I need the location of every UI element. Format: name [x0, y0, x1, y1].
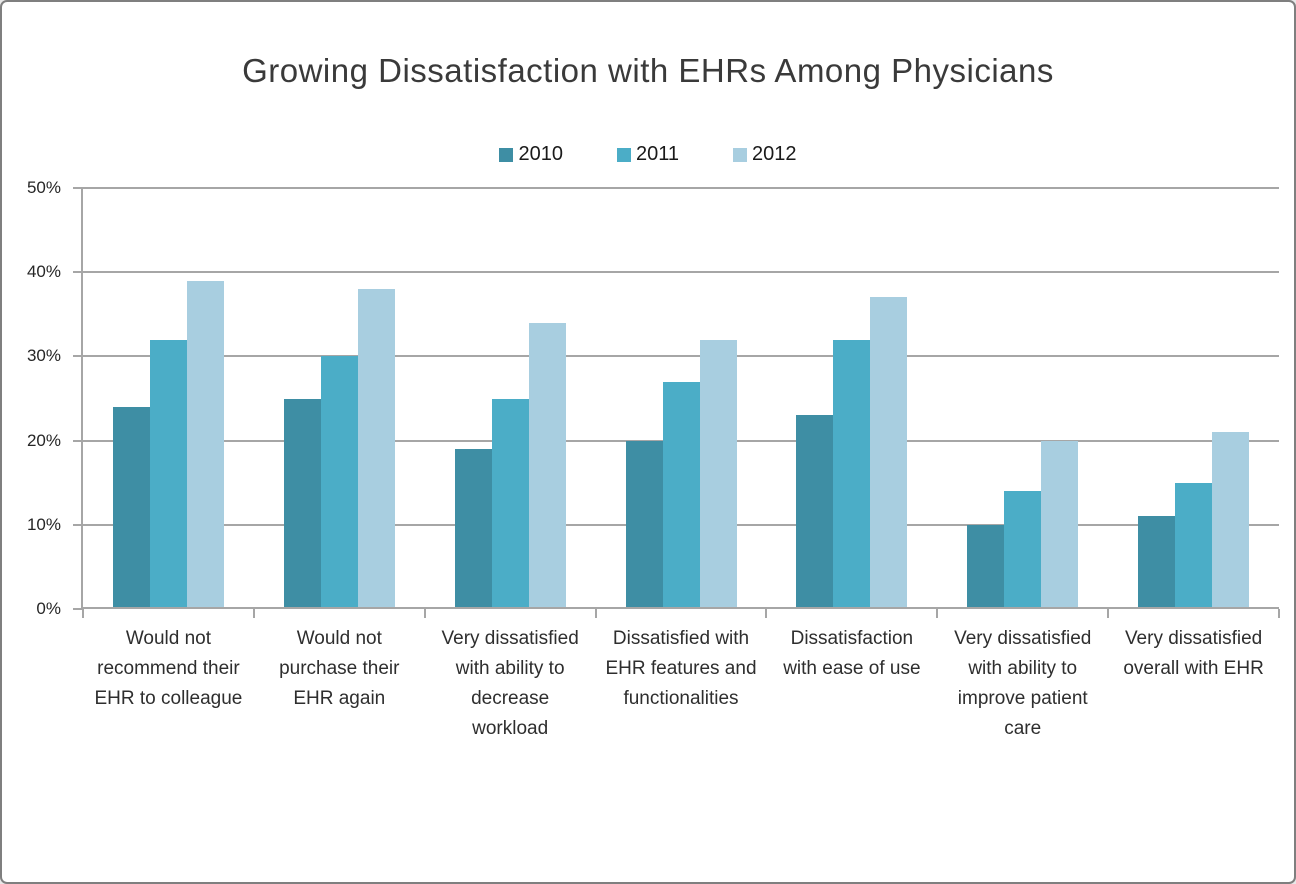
category-label: Very dissatisfied with ability to decrea… — [441, 628, 579, 739]
bar-2012 — [1041, 440, 1079, 609]
bar-2012 — [357, 289, 395, 609]
x-axis-tick — [765, 609, 768, 618]
chart-title: Growing Dissatisfaction with EHRs Among … — [242, 52, 1054, 89]
category-label: Would not recommend their EHR to colleag… — [94, 628, 243, 709]
bar-groups — [83, 188, 1279, 609]
y-axis-tick — [73, 523, 83, 526]
bar-2010 — [283, 398, 321, 609]
legend-item-2012: 2012 — [733, 143, 797, 166]
bar-2011 — [833, 339, 871, 609]
y-axis-tick-label: 10% — [26, 514, 61, 534]
gridline — [83, 187, 1279, 189]
legend-label: 2011 — [635, 143, 679, 165]
bar-2011 — [491, 398, 529, 609]
legend-swatch-icon — [499, 147, 514, 162]
bar-group — [254, 188, 425, 609]
plot-area — [73, 187, 1280, 618]
gridline — [83, 355, 1279, 358]
gridline — [83, 271, 1279, 274]
x-axis-tick — [594, 609, 597, 618]
y-axis-tick-label: 40% — [26, 262, 61, 282]
bar-2010 — [625, 440, 663, 609]
bar-2012 — [1212, 432, 1250, 609]
y-axis-tick-label: 50% — [26, 178, 61, 197]
category-label: Dissatisfaction with ease of use — [783, 628, 921, 679]
y-axis-tick-label: 0% — [36, 599, 61, 618]
bar-2010 — [112, 406, 150, 609]
bar-2010 — [967, 524, 1005, 609]
bar-2011 — [1004, 491, 1042, 609]
bar-2012 — [186, 280, 224, 609]
x-axis-line — [81, 607, 1279, 609]
bar-2010 — [454, 449, 492, 609]
bar-2012 — [870, 297, 908, 609]
x-axis-labels: Would not recommend their EHR to colleag… — [83, 624, 1279, 744]
x-axis-tick — [1278, 609, 1280, 618]
y-axis-tick — [73, 608, 83, 610]
y-axis-line — [81, 188, 83, 609]
bar-2012 — [699, 339, 737, 609]
bar-2010 — [1138, 516, 1176, 609]
bar-2011 — [320, 356, 358, 609]
x-axis-tick — [936, 609, 939, 618]
legend-label: 2012 — [752, 143, 797, 165]
y-axis-tick — [73, 355, 83, 358]
bar-group — [425, 188, 596, 609]
legend-label: 2010 — [518, 143, 563, 165]
bar-group — [83, 188, 254, 609]
y-axis-tick — [73, 271, 83, 274]
category-label: Very dissatisfied overall with EHR — [1123, 628, 1264, 679]
y-axis-tick — [73, 439, 83, 442]
legend-item-2010: 2010 — [499, 143, 563, 166]
bar-2012 — [528, 322, 566, 609]
y-axis-tick-label: 30% — [26, 346, 61, 366]
legend-swatch-icon — [733, 147, 747, 162]
category-label: Dissatisfied with EHR features and funct… — [605, 628, 757, 709]
y-axis-labels: 0% 10% 20% 30% 40% 50% — [2, 178, 71, 618]
bar-group — [596, 188, 767, 609]
category-label: Very dissatisfied with ability to improv… — [954, 628, 1092, 739]
x-axis-tick — [82, 609, 84, 618]
legend: 2010 2011 2012 — [2, 143, 1294, 166]
x-axis-tick — [252, 609, 255, 618]
x-axis-tick — [1107, 609, 1110, 618]
legend-swatch-icon — [616, 147, 631, 162]
y-axis-tick-label: 20% — [26, 430, 61, 450]
bar-2011 — [1175, 482, 1213, 609]
category-label: Would not purchase their EHR again — [279, 628, 400, 709]
bar-2011 — [149, 339, 187, 609]
bar-2010 — [796, 415, 834, 609]
bar-group — [937, 188, 1108, 609]
bar-2011 — [662, 381, 700, 609]
bar-group — [766, 188, 937, 609]
legend-item-2011: 2011 — [616, 143, 679, 166]
y-axis-tick — [73, 187, 83, 189]
bar-group — [1108, 188, 1279, 609]
x-axis-tick — [423, 609, 426, 618]
